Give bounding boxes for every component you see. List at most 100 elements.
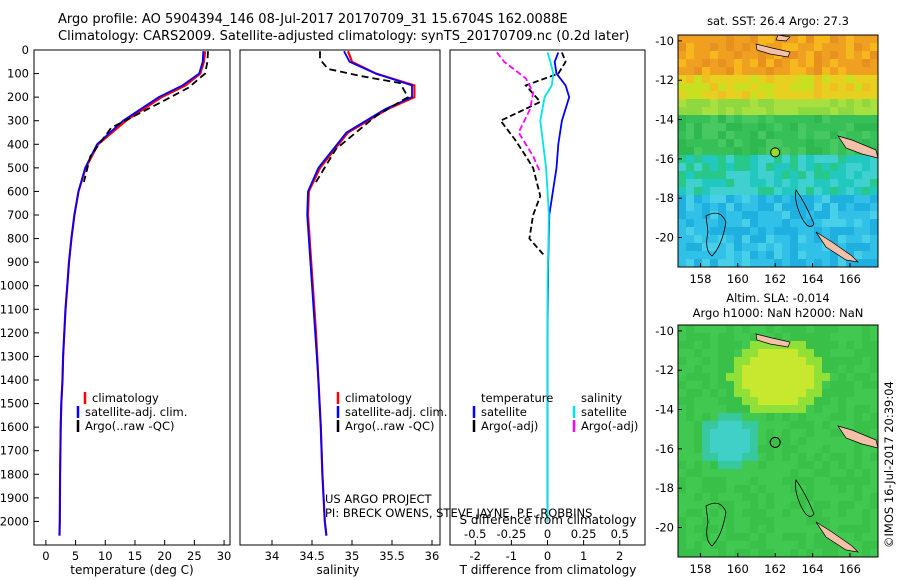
- heatmap-cell: [814, 453, 823, 462]
- heatmap-cell: [862, 509, 871, 518]
- heatmap-cell: [814, 251, 823, 260]
- heatmap-cell: [686, 203, 695, 212]
- heatmap-cell: [694, 341, 703, 350]
- heatmap-cell: [766, 501, 775, 510]
- heatmap-cell: [862, 453, 871, 462]
- heatmap-cell: [686, 389, 695, 398]
- heatmap-cell: [870, 349, 878, 358]
- heatmap-cell: [782, 171, 791, 180]
- heatmap-cell: [774, 75, 783, 84]
- heatmap-cell: [734, 405, 743, 414]
- heatmap-cell: [742, 59, 751, 68]
- heatmap-cell: [774, 517, 783, 526]
- heatmap-cell: [806, 541, 815, 550]
- heatmap-cell: [766, 445, 775, 454]
- heatmap-cell: [790, 83, 799, 92]
- legend-label-climatology: climatology: [345, 391, 412, 405]
- depth-tick-label: 900: [7, 255, 29, 269]
- heatmap-cell: [870, 533, 878, 542]
- heatmap-cell: [686, 195, 695, 204]
- y-tick-label: -20: [655, 521, 674, 535]
- heatmap-cell: [710, 91, 719, 100]
- heatmap-cell: [838, 99, 847, 108]
- heatmap-cell: [710, 179, 719, 188]
- heatmap-cell: [742, 211, 751, 220]
- heatmap-cell: [726, 365, 735, 374]
- heatmap-cell: [686, 549, 695, 557]
- heatmap-cell: [782, 349, 791, 358]
- heatmap-cell: [742, 525, 751, 534]
- heatmap-cell: [766, 413, 775, 422]
- x-tick-label: 35.5: [379, 549, 405, 563]
- heatmap-cell: [702, 485, 711, 494]
- heatmap-cell: [702, 461, 711, 470]
- heatmap-cell: [838, 525, 847, 534]
- depth-tick-label: 1500: [0, 397, 29, 411]
- heatmap-cell: [782, 131, 791, 140]
- heatmap-cell: [710, 341, 719, 350]
- heatmap-cell: [798, 131, 807, 140]
- heatmap-cell: [710, 131, 719, 140]
- heatmap-cell: [822, 131, 831, 140]
- heatmap-cell: [726, 187, 735, 196]
- heatmap-cell: [806, 227, 815, 236]
- heatmap-cell: [742, 333, 751, 342]
- heatmap-cell: [742, 325, 751, 334]
- heatmap-cell: [718, 107, 727, 116]
- heatmap-cell: [870, 187, 878, 196]
- salinity-x-axis: 34 34.5 35 35.5 36: [265, 540, 439, 563]
- heatmap-cell: [830, 373, 839, 382]
- heatmap-cell: [846, 243, 855, 252]
- heatmap-cell: [734, 83, 743, 92]
- heatmap-cell: [806, 235, 815, 244]
- heatmap-cell: [798, 243, 807, 252]
- heatmap-cell: [702, 477, 711, 486]
- heatmap-cell: [686, 541, 695, 550]
- heatmap-cell: [870, 373, 878, 382]
- heatmap-cell: [798, 525, 807, 534]
- heatmap-cell: [718, 227, 727, 236]
- heatmap-cell: [790, 147, 799, 156]
- heatmap-cell: [846, 155, 855, 164]
- heatmap-cell: [814, 107, 823, 116]
- heatmap-cell: [774, 373, 783, 382]
- heatmap-cell: [870, 501, 878, 510]
- heatmap-cell: [806, 525, 815, 534]
- heatmap-cell: [710, 397, 719, 406]
- heatmap-cell: [846, 325, 855, 334]
- heatmap-cell: [766, 325, 775, 334]
- heatmap-cell: [790, 115, 799, 124]
- difference-xlabel: T difference from climatology: [459, 563, 637, 577]
- heatmap-cell: [782, 405, 791, 414]
- heatmap-cell: [742, 405, 751, 414]
- heatmap-cell: [694, 533, 703, 542]
- heatmap-cell: [806, 171, 815, 180]
- heatmap-cell: [854, 485, 863, 494]
- heatmap-cell: [742, 341, 751, 350]
- difference-panel: -2 -1 0 1 2 T difference from climatology S …: [325, 49, 646, 577]
- heatmap-cell: [774, 461, 783, 470]
- heatmap-cell: [814, 373, 823, 382]
- heatmap-cell: [806, 397, 815, 406]
- heatmap-cell: [774, 541, 783, 550]
- heatmap-cell: [718, 501, 727, 510]
- heatmap-cell: [822, 155, 831, 164]
- heatmap-cell: [766, 147, 775, 156]
- heatmap-cell: [758, 211, 767, 220]
- heatmap-cell: [702, 517, 711, 526]
- depth-tick-label: 1600: [0, 420, 29, 434]
- heatmap-cell: [678, 493, 687, 502]
- heatmap-cell: [798, 179, 807, 188]
- heatmap-cell: [726, 259, 735, 267]
- heatmap-cell: [830, 493, 839, 502]
- x-tick-label: 35: [345, 549, 360, 563]
- x-tick-label: 10: [98, 549, 113, 563]
- heatmap-cell: [854, 333, 863, 342]
- heatmap-cell: [854, 51, 863, 60]
- heatmap-cell: [862, 83, 871, 92]
- heatmap-cell: [758, 517, 767, 526]
- heatmap-cell: [710, 501, 719, 510]
- heatmap-cell: [686, 99, 695, 108]
- heatmap-cell: [678, 533, 687, 542]
- heatmap-cell: [782, 549, 791, 557]
